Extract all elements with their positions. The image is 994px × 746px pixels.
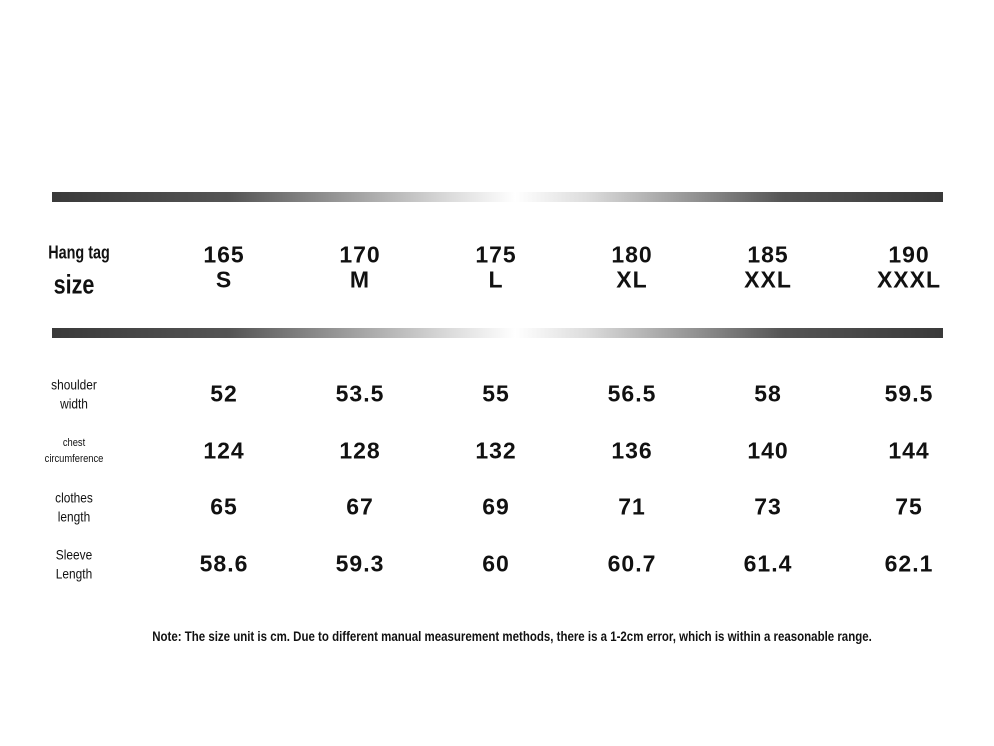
row-label: length: [57, 508, 91, 525]
header-label: Hang tag: [48, 242, 110, 263]
column-size: S: [215, 266, 233, 293]
cell-value: 144: [888, 437, 930, 464]
column-height: 190: [888, 241, 930, 268]
row-label: Length: [55, 565, 93, 582]
cell-value: 58: [754, 380, 782, 407]
column-size: XXXL: [876, 266, 942, 293]
divider: [52, 328, 943, 338]
column-height: 170: [339, 241, 381, 268]
column-height: 175: [475, 241, 517, 268]
header-label: size: [53, 269, 95, 300]
cell-value: 75: [895, 493, 923, 520]
cell-value: 140: [747, 437, 789, 464]
cell-value: 61.4: [743, 550, 793, 577]
cell-value: 59.3: [335, 550, 385, 577]
cell-value: 59.5: [884, 380, 934, 407]
column-height: 185: [747, 241, 789, 268]
column-size: XXL: [744, 266, 792, 293]
column-height: 165: [203, 241, 245, 268]
cell-value: 58.6: [199, 550, 249, 577]
row-label: width: [60, 395, 88, 412]
cell-value: 56.5: [607, 380, 657, 407]
column-height: 180: [611, 241, 653, 268]
cell-value: 60: [482, 550, 510, 577]
note: Note: The size unit is cm. Due to differ…: [152, 628, 872, 644]
cell-value: 53.5: [335, 380, 385, 407]
cell-value: 124: [203, 437, 245, 464]
cell-value: 65: [210, 493, 238, 520]
column-size: L: [488, 266, 504, 293]
cell-value: 132: [475, 437, 517, 464]
cell-value: 128: [339, 437, 381, 464]
cell-value: 67: [346, 493, 374, 520]
row-label: chest: [62, 437, 86, 449]
cell-value: 136: [611, 437, 653, 464]
cell-value: 71: [618, 493, 646, 520]
column-size: M: [349, 266, 371, 293]
divider: [52, 192, 943, 202]
row-label: Sleeve: [55, 546, 93, 563]
cell-value: 73: [754, 493, 782, 520]
row-label: shoulder: [51, 376, 97, 393]
cell-value: 62.1: [884, 550, 934, 577]
cell-value: 69: [482, 493, 510, 520]
cell-value: 55: [482, 380, 510, 407]
cell-value: 52: [210, 380, 238, 407]
cell-value: 60.7: [607, 550, 657, 577]
row-label: circumference: [44, 453, 104, 465]
column-size: XL: [616, 266, 648, 293]
row-label: clothes: [55, 489, 93, 506]
